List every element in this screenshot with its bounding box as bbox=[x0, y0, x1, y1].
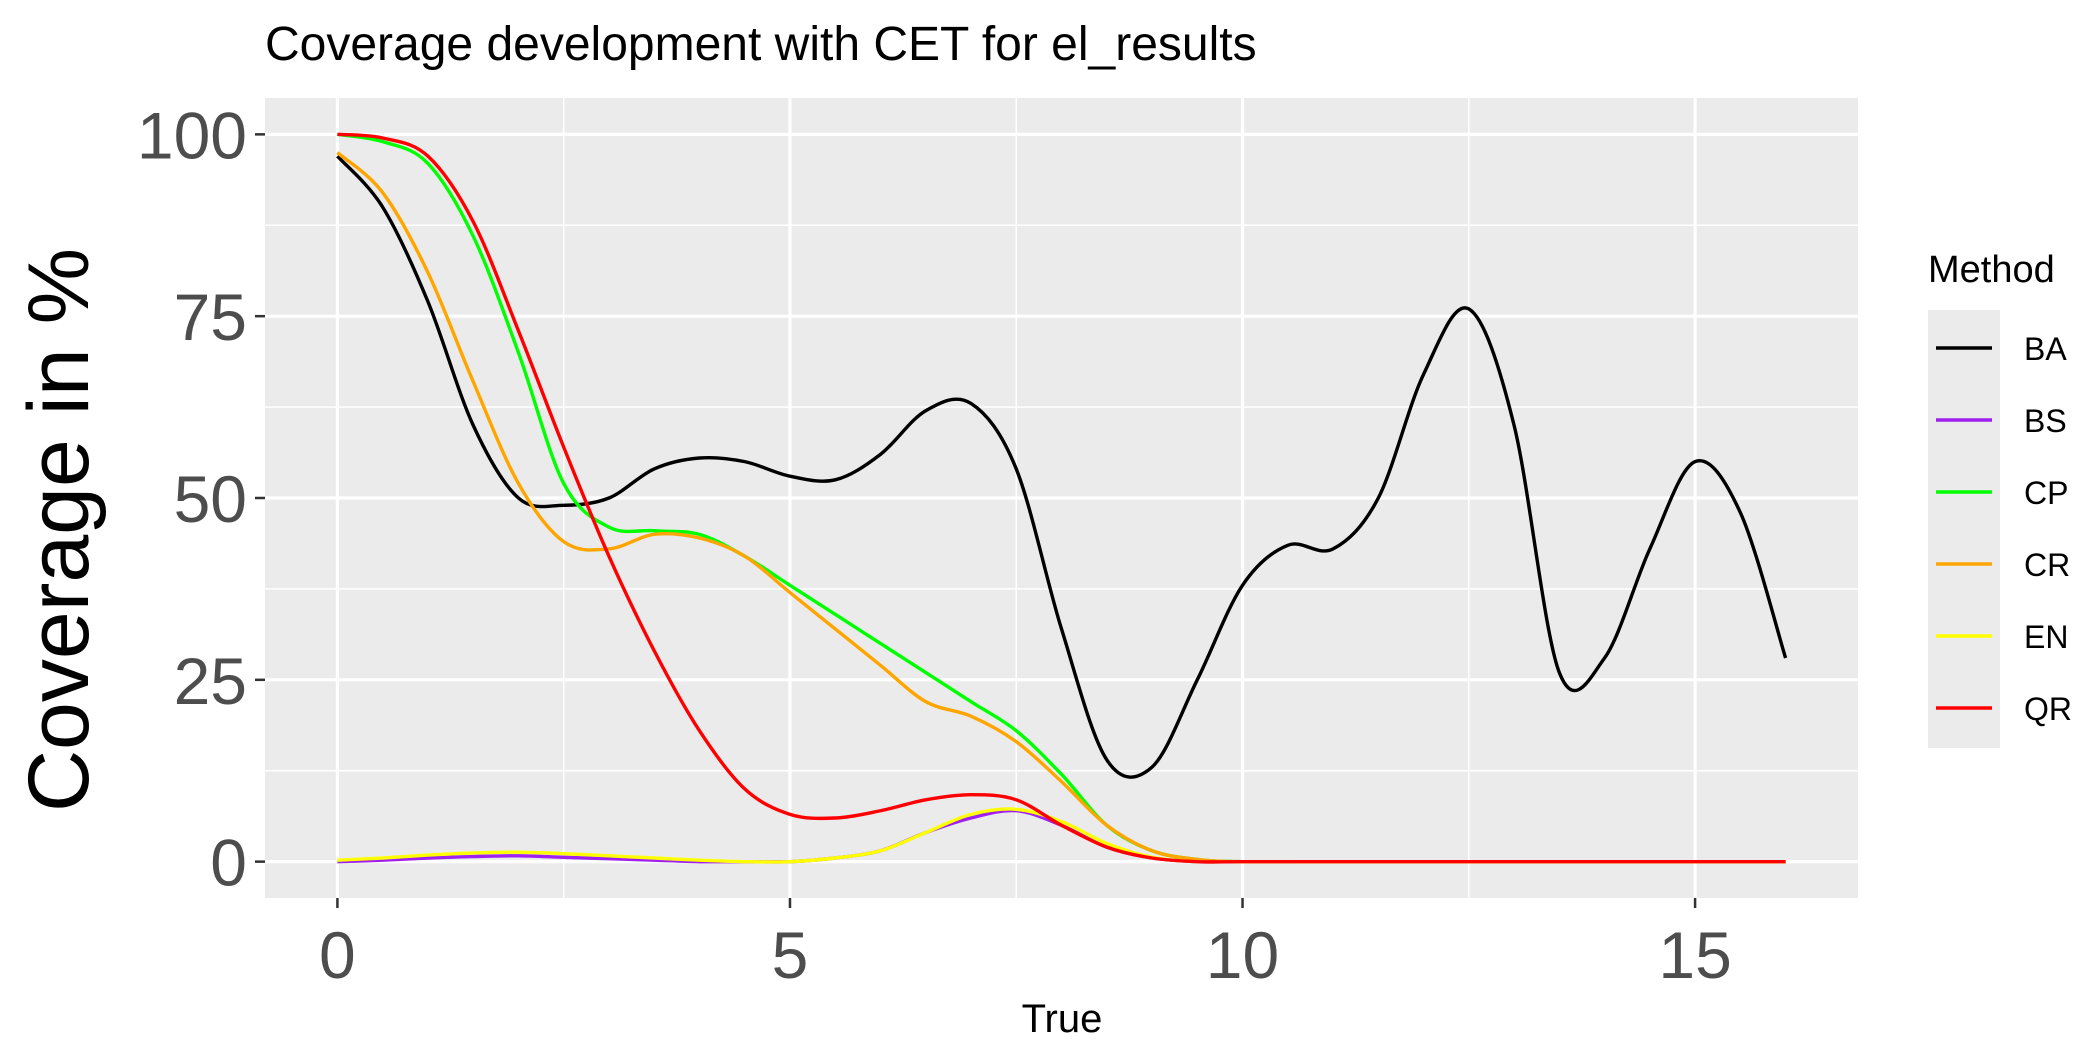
major-gridlines bbox=[265, 98, 1858, 898]
x-axis-title: True bbox=[1022, 997, 1103, 1041]
legend-key-background bbox=[1928, 310, 2000, 748]
x-axis-ticks: 0 5 10 15 bbox=[319, 898, 1732, 992]
x-tick-label: 5 bbox=[772, 918, 809, 992]
y-axis-ticks: 0 25 50 75 100 bbox=[137, 98, 265, 900]
x-tick-label: 15 bbox=[1658, 918, 1731, 992]
y-axis-title: Coverage in % bbox=[11, 248, 107, 812]
legend: Method BA BS CP CR EN QR bbox=[1928, 249, 2072, 748]
legend-label-cp: CP bbox=[2024, 475, 2068, 511]
x-tick-label: 0 bbox=[319, 918, 356, 992]
y-tick-label: 0 bbox=[210, 826, 247, 900]
x-tick-label: 10 bbox=[1206, 918, 1279, 992]
chart-title: Coverage development with CET for el_res… bbox=[265, 18, 1257, 71]
legend-label-qr: QR bbox=[2024, 691, 2072, 727]
legend-label-cr: CR bbox=[2024, 547, 2070, 583]
y-tick-label: 75 bbox=[174, 280, 247, 354]
series-lines bbox=[336, 132, 1788, 864]
legend-label-en: EN bbox=[2024, 619, 2068, 655]
y-tick-label: 25 bbox=[174, 644, 247, 718]
legend-items: BA BS CP CR EN QR bbox=[1936, 331, 2072, 727]
y-tick-label: 100 bbox=[137, 98, 247, 172]
y-tick-label: 50 bbox=[174, 462, 247, 536]
legend-label-ba: BA bbox=[2024, 331, 2067, 367]
legend-title: Method bbox=[1928, 249, 2055, 291]
legend-label-bs: BS bbox=[2024, 403, 2067, 439]
series-line-qr bbox=[337, 132, 1786, 864]
